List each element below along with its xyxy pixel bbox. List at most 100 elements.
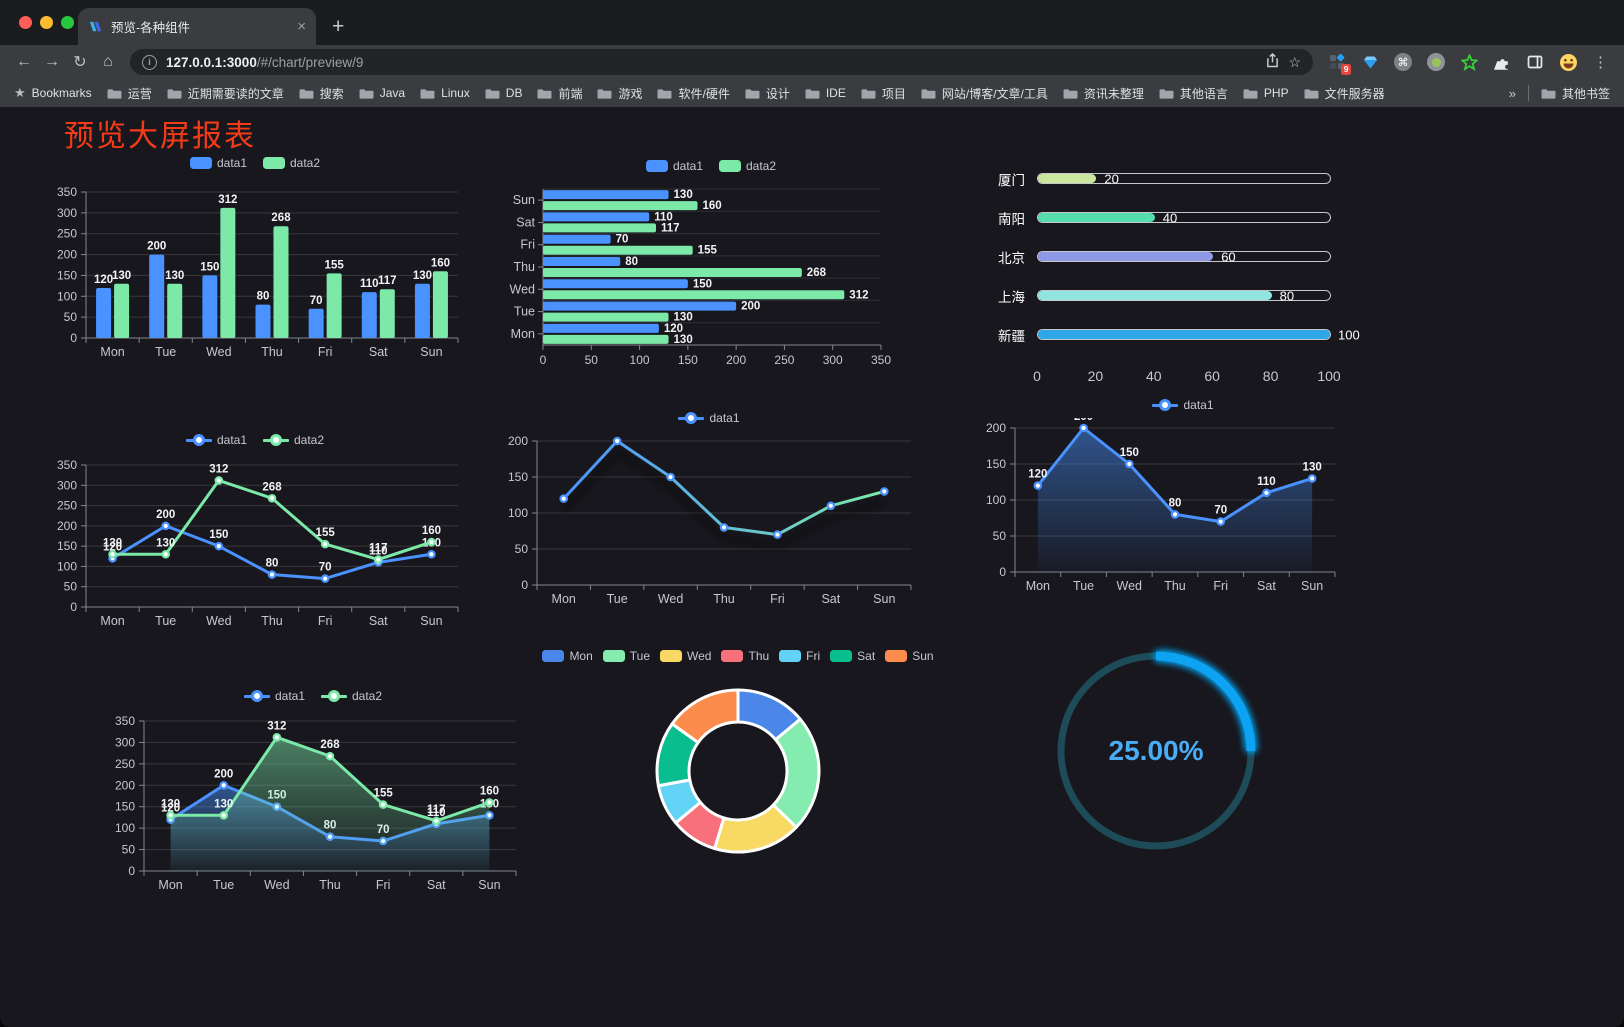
bookmarks-right-cluster: » 其他书签: [1509, 85, 1610, 102]
legend-item-data1[interactable]: data1: [189, 156, 247, 170]
legend-item-data1[interactable]: data1: [678, 411, 740, 425]
svg-text:Sun: Sun: [478, 878, 500, 892]
command-extension-icon[interactable]: ⌘: [1393, 52, 1413, 72]
extension-grid-icon[interactable]: 9: [1327, 52, 1351, 75]
chart-legend: data1 data2: [40, 429, 470, 451]
pie-slice-sun[interactable]: [670, 688, 740, 744]
tab-close-icon[interactable]: ×: [297, 18, 306, 35]
legend-label: data2: [294, 433, 325, 447]
bookmark-folder-item[interactable]: DB: [485, 85, 523, 102]
legend-item-data1[interactable]: data1: [243, 689, 305, 703]
bookmark-folder-item[interactable]: 软件/硬件: [657, 85, 730, 102]
side-panel-icon[interactable]: [1525, 52, 1545, 72]
bookmarks-manager-item[interactable]: ★ Bookmarks: [14, 85, 92, 101]
puzzle-extensions-icon[interactable]: [1492, 52, 1512, 72]
legend-item-data2[interactable]: data2: [263, 433, 324, 447]
legend-item-sat[interactable]: Sat: [830, 649, 875, 663]
svg-text:250: 250: [57, 499, 77, 513]
address-bar[interactable]: i 127.0.0.1:3000/#/chart/preview/9 ☆: [130, 49, 1313, 75]
page-content: 预览大屏报表 data1 data2 0 50 100 150 200 250 300 350 Mo…: [0, 107, 1624, 1027]
svg-text:300: 300: [57, 206, 77, 220]
legend-item-thu[interactable]: Thu: [721, 649, 769, 663]
bookmark-folder-item[interactable]: 运营: [107, 85, 152, 102]
close-window-button[interactable]: [19, 16, 32, 29]
folder-icon: [658, 88, 672, 99]
legend-item-data1[interactable]: data1: [185, 433, 247, 447]
svg-text:0: 0: [999, 565, 1006, 579]
bookmark-folder-item[interactable]: 其他语言: [1159, 85, 1228, 102]
bookmark-folder-item[interactable]: Linux: [420, 85, 470, 102]
svg-text:Sat: Sat: [516, 215, 535, 229]
svg-text:250: 250: [115, 757, 135, 771]
svg-text:Fri: Fri: [770, 592, 785, 606]
reload-icon[interactable]: ↻: [73, 54, 87, 71]
svg-text:100: 100: [508, 506, 528, 520]
axis-tick-label: 80: [1262, 368, 1279, 384]
bookmarks-overflow-chevron[interactable]: »: [1508, 85, 1516, 101]
bookmark-star-icon[interactable]: ☆: [1288, 53, 1301, 70]
new-tab-button[interactable]: +: [332, 15, 345, 38]
svg-text:70: 70: [310, 295, 323, 307]
svg-text:130: 130: [112, 270, 131, 282]
legend-item-data2[interactable]: data2: [719, 159, 776, 173]
bookmark-folder-item[interactable]: 搜索: [299, 85, 344, 102]
recorder-extension-icon[interactable]: [1426, 52, 1446, 72]
bookmark-folder-item[interactable]: 资讯未整理: [1063, 85, 1144, 102]
legend-item-fri[interactable]: Fri: [779, 649, 820, 663]
other-bookmarks-item[interactable]: 其他书签: [1541, 85, 1610, 102]
legend-label: Sat: [857, 649, 876, 663]
progress-label: 南阳: [998, 211, 1025, 227]
zoom-window-button[interactable]: [61, 16, 74, 29]
browser-menu-icon[interactable]: ⋮: [1593, 54, 1608, 71]
progress-track: 40: [1037, 210, 1331, 225]
legend-swatch-icon: [660, 650, 683, 662]
svg-text:155: 155: [374, 788, 394, 800]
svg-text:200: 200: [57, 248, 77, 262]
minimize-window-button[interactable]: [40, 16, 53, 29]
legend-item-data1[interactable]: data1: [1152, 398, 1214, 412]
svg-text:Thu: Thu: [261, 345, 283, 359]
bookmark-folder-item[interactable]: 游戏: [597, 85, 642, 102]
browser-tab[interactable]: 预览-各种组件 ×: [78, 8, 316, 45]
bookmark-folder-label: 文件服务器: [1324, 86, 1385, 101]
back-icon[interactable]: ←: [16, 53, 32, 70]
bookmark-folder-item[interactable]: 项目: [861, 85, 906, 102]
bookmark-folder-label: 项目: [881, 86, 906, 101]
legend-item-sun[interactable]: Sun: [885, 649, 934, 663]
svg-text:130: 130: [674, 334, 693, 346]
bookmark-folder-item[interactable]: PHP: [1243, 85, 1289, 102]
legend-item-data1[interactable]: data1: [645, 159, 703, 173]
bookmark-folder-item[interactable]: Java: [359, 85, 405, 102]
chart-legend: Mon Tue Wed Thu Fri Sat Sun: [540, 645, 936, 667]
bookmark-folder-item[interactable]: 文件服务器: [1304, 85, 1385, 102]
bookmark-folder-item[interactable]: 近期需要读的文章: [167, 85, 284, 102]
legend-item-data2[interactable]: data2: [321, 689, 382, 703]
bookmark-folder-item[interactable]: 设计: [745, 85, 790, 102]
bookmark-folder-item[interactable]: 网站/博客/文章/工具: [921, 85, 1048, 102]
bookmark-folder-label: DB: [505, 86, 523, 100]
legend-item-tue[interactable]: Tue: [602, 649, 650, 663]
share-icon[interactable]: [1266, 52, 1279, 71]
legend-item-mon[interactable]: Mon: [542, 649, 593, 663]
line-chart-canvas: 0 50 100 150 200 250 300 350 Mon Tue Wed Thu Fri Sat S…: [115, 714, 517, 892]
site-info-icon[interactable]: i: [142, 54, 157, 70]
gem-extension-icon[interactable]: [1360, 52, 1380, 72]
emoji-profile-icon[interactable]: [1558, 52, 1578, 72]
bookmarks-label: Bookmarks: [31, 86, 92, 100]
legend-item-wed[interactable]: Wed: [660, 649, 711, 663]
legend-swatch-icon: [645, 160, 668, 172]
forward-icon[interactable]: →: [44, 53, 60, 70]
home-icon[interactable]: ⌂: [103, 53, 113, 70]
url-host: 127.0.0.1:3000: [166, 54, 257, 70]
svg-text:Mon: Mon: [100, 614, 124, 628]
svg-text:70: 70: [1214, 505, 1227, 517]
axis-tick-label: 100: [1317, 368, 1341, 384]
progress-value: 100: [1338, 327, 1360, 342]
legend-item-data2[interactable]: data2: [263, 156, 320, 170]
svg-text:0: 0: [70, 331, 77, 345]
svg-text:0: 0: [540, 353, 547, 367]
folder-icon: [107, 88, 122, 99]
xdebug-star-icon[interactable]: [1459, 52, 1479, 72]
bookmark-folder-item[interactable]: 前端: [537, 85, 582, 102]
bookmark-folder-item[interactable]: IDE: [805, 85, 846, 102]
